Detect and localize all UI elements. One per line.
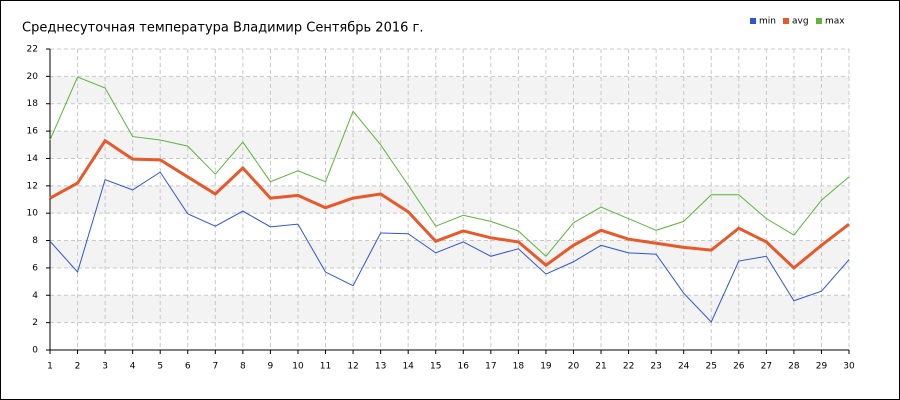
x-tick-label: 16 bbox=[458, 362, 470, 372]
chart-title: Среднесуточная температура Владимир Сент… bbox=[22, 21, 423, 36]
grid-band bbox=[50, 131, 849, 159]
x-tick-label: 24 bbox=[678, 362, 690, 372]
x-tick-label: 30 bbox=[843, 362, 855, 372]
grid-band bbox=[50, 76, 849, 104]
y-tick-label: 10 bbox=[27, 209, 39, 219]
x-tick-label: 19 bbox=[540, 362, 552, 372]
series-line bbox=[49, 76, 850, 258]
x-tick-label: 1 bbox=[47, 362, 53, 372]
legend-swatch bbox=[750, 18, 756, 24]
y-tick-label: 8 bbox=[32, 236, 38, 246]
x-tick-label: 26 bbox=[733, 362, 745, 372]
x-tick-label: 12 bbox=[347, 362, 358, 372]
x-tick-label: 17 bbox=[485, 362, 496, 372]
x-tick-label: 11 bbox=[320, 362, 331, 372]
y-tick-label: 18 bbox=[27, 99, 39, 109]
series-line bbox=[49, 171, 850, 323]
y-tick-label: 16 bbox=[27, 127, 39, 137]
y-tick-label: 4 bbox=[32, 291, 38, 301]
x-tick-label: 28 bbox=[788, 362, 800, 372]
x-tick-label: 4 bbox=[130, 362, 136, 372]
x-tick-label: 25 bbox=[706, 362, 717, 372]
y-tick-label: 2 bbox=[32, 318, 38, 328]
grid-band bbox=[50, 185, 849, 214]
legend-label: max bbox=[825, 17, 845, 27]
grid-band bbox=[50, 295, 849, 323]
x-tick-label: 8 bbox=[240, 362, 246, 372]
x-tick-label: 22 bbox=[623, 362, 634, 372]
x-tick-label: 13 bbox=[375, 362, 386, 372]
x-tick-label: 21 bbox=[595, 362, 606, 372]
x-tick-label: 5 bbox=[157, 362, 163, 372]
x-tick-label: 6 bbox=[185, 362, 191, 372]
y-tick-label: 0 bbox=[32, 346, 38, 356]
x-tick-label: 3 bbox=[102, 362, 108, 372]
y-tick-label: 14 bbox=[27, 154, 39, 164]
x-tick-label: 27 bbox=[761, 362, 772, 372]
x-tick-label: 23 bbox=[650, 362, 661, 372]
x-tick-label: 29 bbox=[816, 362, 828, 372]
y-tick-label: 22 bbox=[27, 45, 38, 55]
x-tick-label: 9 bbox=[268, 362, 274, 372]
y-tick-label: 20 bbox=[27, 72, 39, 82]
legend-swatch bbox=[783, 18, 789, 24]
legend-label: min bbox=[759, 17, 776, 27]
y-tick-label: 6 bbox=[32, 263, 38, 273]
y-tick-label: 12 bbox=[27, 181, 38, 191]
x-tick-label: 20 bbox=[568, 362, 580, 372]
series-line bbox=[49, 138, 850, 270]
legend-swatch bbox=[816, 18, 822, 24]
x-tick-label: 15 bbox=[430, 362, 441, 372]
x-tick-label: 18 bbox=[513, 362, 525, 372]
grid-band bbox=[50, 240, 849, 268]
x-tick-label: 7 bbox=[212, 362, 218, 372]
x-tick-label: 2 bbox=[75, 362, 81, 372]
x-tick-label: 14 bbox=[402, 362, 414, 372]
x-tick-label: 10 bbox=[292, 362, 304, 372]
legend-label: avg bbox=[792, 17, 809, 27]
